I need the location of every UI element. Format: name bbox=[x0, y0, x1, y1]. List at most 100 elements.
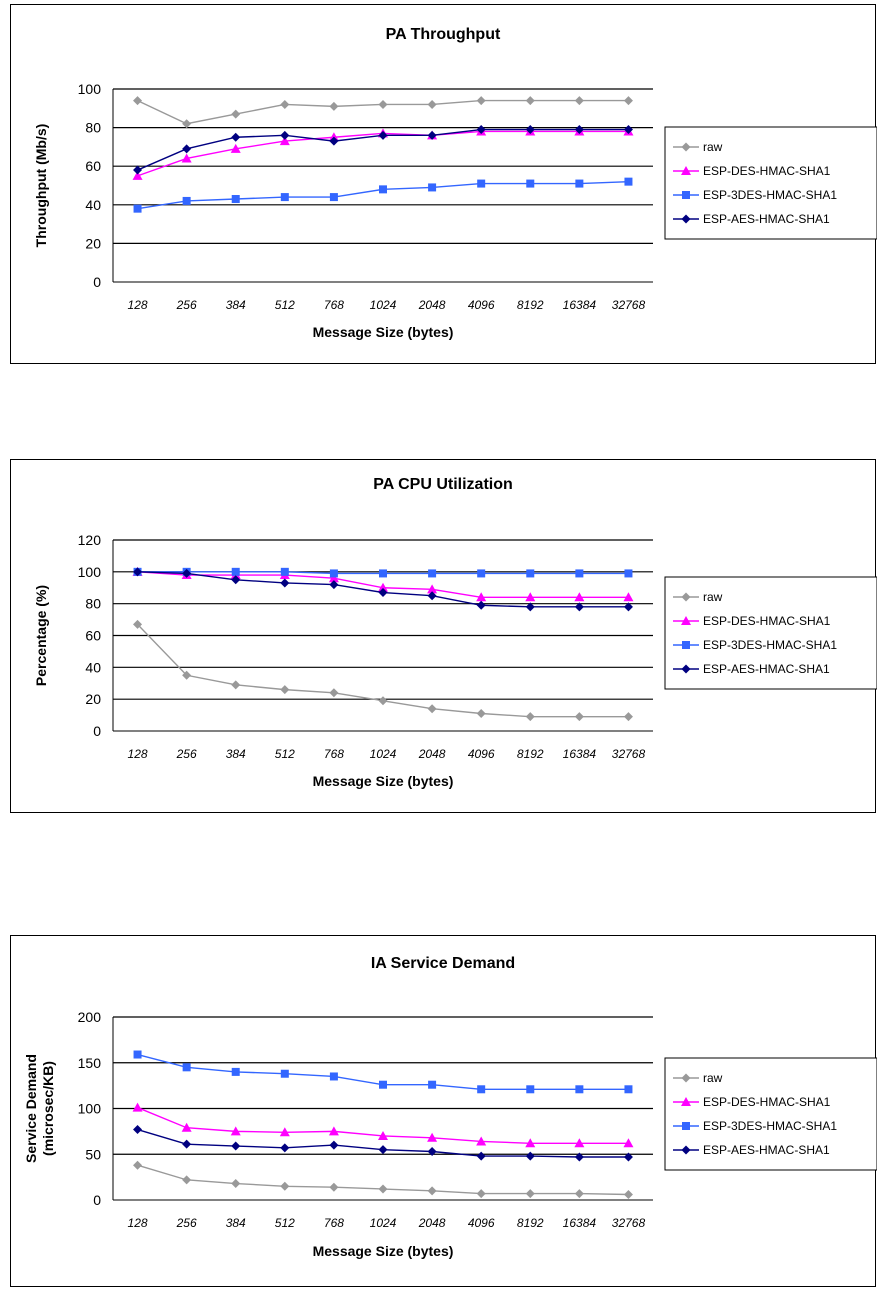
data-point bbox=[328, 1126, 339, 1136]
x-tick-label: 1024 bbox=[370, 1216, 397, 1230]
y-tick-label: 60 bbox=[85, 628, 101, 644]
x-tick-label: 4096 bbox=[468, 747, 495, 761]
x-tick-label: 2048 bbox=[418, 1216, 446, 1230]
data-point bbox=[231, 132, 241, 142]
legend: raw ESP-DES-HMAC-SHA1 ESP-3DES-HMAC-SHA1 ES… bbox=[664, 126, 877, 240]
data-point bbox=[378, 99, 388, 109]
x-axis-label: Message Size (bytes) bbox=[313, 324, 454, 340]
data-point bbox=[378, 1130, 388, 1140]
legend-swatch-marker bbox=[681, 214, 691, 224]
y-axis-label: Percentage (%) bbox=[33, 585, 49, 686]
data-point bbox=[623, 96, 633, 106]
x-tick-label: 1024 bbox=[370, 298, 397, 312]
x-tick-label: 256 bbox=[176, 1216, 197, 1230]
legend-swatch-marker bbox=[681, 1073, 691, 1083]
legend-item-esp-aes-hmac-sha1: ESP-AES-HMAC-SHA1 bbox=[673, 662, 830, 676]
data-point bbox=[181, 153, 192, 163]
cpu-utilization-chart: PA CPU Utilization 0 20 40 60 80 100 120 128 256 3… bbox=[33, 476, 877, 789]
data-point bbox=[574, 1138, 585, 1148]
data-point bbox=[476, 592, 487, 602]
x-tick-label: 768 bbox=[324, 1216, 344, 1230]
data-point bbox=[525, 125, 535, 135]
legend-label: raw bbox=[703, 1071, 723, 1085]
x-tick-label: 2048 bbox=[418, 298, 446, 312]
data-point bbox=[575, 179, 584, 188]
data-point bbox=[526, 569, 535, 578]
data-point bbox=[525, 1151, 535, 1161]
data-point bbox=[477, 569, 486, 578]
data-point bbox=[427, 130, 437, 140]
series-raw bbox=[133, 619, 633, 722]
data-point bbox=[379, 1080, 387, 1089]
legend-item-esp-3des-hmac-sha1: ESP-3DES-HMAC-SHA1 bbox=[673, 1119, 837, 1133]
data-point bbox=[477, 179, 486, 188]
legend-label: ESP-AES-HMAC-SHA1 bbox=[703, 212, 830, 226]
data-point bbox=[329, 1140, 339, 1150]
data-point bbox=[623, 1138, 634, 1148]
y-axis-label: Service Demand bbox=[23, 1054, 39, 1163]
data-point bbox=[574, 125, 584, 135]
x-tick-label: 768 bbox=[324, 747, 344, 761]
data-point bbox=[182, 119, 192, 129]
data-point bbox=[280, 1143, 290, 1153]
data-point bbox=[574, 712, 584, 722]
data-point bbox=[329, 193, 338, 202]
data-point bbox=[329, 1182, 339, 1192]
data-point bbox=[182, 568, 192, 578]
x-tick-label: 16384 bbox=[563, 747, 597, 761]
data-point bbox=[133, 619, 143, 629]
data-point bbox=[427, 591, 437, 601]
y-tick-label: 80 bbox=[85, 596, 101, 612]
y-tick-label: 20 bbox=[85, 235, 101, 251]
data-point bbox=[575, 569, 584, 578]
data-point bbox=[623, 125, 633, 135]
x-axis-label: Message Size (bytes) bbox=[313, 773, 454, 789]
legend-box bbox=[664, 126, 877, 240]
data-point bbox=[574, 602, 584, 612]
x-tick-label: 384 bbox=[226, 298, 246, 312]
x-tick-label: 8192 bbox=[517, 298, 544, 312]
series-raw bbox=[133, 1160, 633, 1200]
data-point bbox=[182, 670, 192, 680]
y-tick-label: 40 bbox=[85, 659, 101, 675]
legend-label: ESP-DES-HMAC-SHA1 bbox=[703, 1095, 831, 1109]
data-point bbox=[526, 1085, 535, 1094]
legend-swatch-marker bbox=[682, 191, 690, 199]
x-tick-label: 256 bbox=[176, 298, 197, 312]
y-tick-label: 0 bbox=[93, 723, 101, 739]
legend-swatch-marker bbox=[681, 166, 691, 175]
data-point bbox=[624, 1085, 633, 1094]
legend-swatch-marker bbox=[682, 1122, 690, 1130]
data-point bbox=[427, 1147, 437, 1157]
x-tick-label: 128 bbox=[128, 1216, 148, 1230]
data-point bbox=[280, 1069, 289, 1078]
series-esp-des-hmac-sha1 bbox=[132, 566, 634, 602]
data-point bbox=[428, 183, 437, 192]
legend-label: ESP-3DES-HMAC-SHA1 bbox=[703, 1119, 837, 1133]
legend-swatch-marker bbox=[681, 1145, 691, 1155]
data-point bbox=[329, 136, 339, 146]
chart-title: PA Throughput bbox=[386, 26, 501, 43]
x-tick-label: 4096 bbox=[468, 1216, 495, 1230]
legend-item-esp-des-hmac-sha1: ESP-DES-HMAC-SHA1 bbox=[673, 1095, 831, 1109]
data-point bbox=[133, 165, 143, 175]
legend-label: raw bbox=[703, 590, 723, 604]
y-tick-label: 0 bbox=[93, 274, 101, 290]
data-point bbox=[623, 712, 633, 722]
data-point bbox=[182, 1063, 191, 1072]
legend-item-esp-3des-hmac-sha1: ESP-3DES-HMAC-SHA1 bbox=[673, 188, 837, 202]
legend-swatch-marker bbox=[681, 664, 691, 674]
data-point bbox=[427, 1186, 437, 1196]
data-point bbox=[231, 1141, 241, 1151]
y-tick-label: 100 bbox=[78, 81, 102, 97]
data-point bbox=[231, 195, 240, 204]
legend-label: ESP-3DES-HMAC-SHA1 bbox=[703, 638, 837, 652]
data-point bbox=[574, 1152, 584, 1162]
data-point bbox=[280, 1181, 290, 1191]
legend-label: ESP-DES-HMAC-SHA1 bbox=[703, 614, 831, 628]
data-point bbox=[133, 1160, 143, 1170]
x-tick-label: 32768 bbox=[612, 747, 646, 761]
x-tick-label: 32768 bbox=[612, 298, 646, 312]
data-point bbox=[427, 584, 438, 594]
series-esp-aes-hmac-sha1 bbox=[133, 567, 633, 612]
